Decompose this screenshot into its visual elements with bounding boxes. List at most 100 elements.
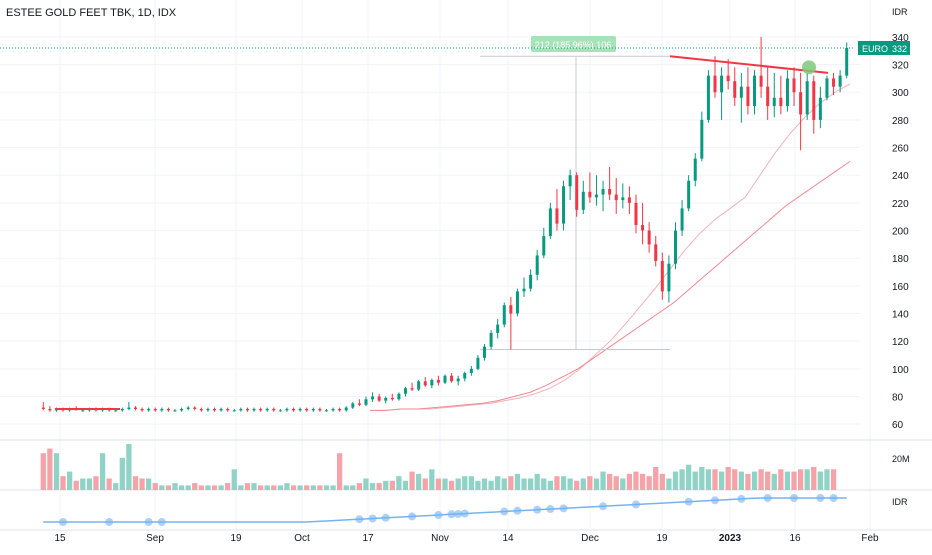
volume-bar bbox=[771, 473, 777, 490]
candle-body bbox=[390, 397, 394, 400]
obv-marker bbox=[599, 502, 608, 511]
candle-body bbox=[568, 175, 572, 187]
candle-body bbox=[272, 408, 276, 411]
volume-bar bbox=[462, 476, 468, 490]
candle-body bbox=[476, 357, 480, 369]
candle-body bbox=[193, 407, 197, 409]
volume-bar bbox=[178, 485, 185, 490]
obv-marker bbox=[59, 518, 68, 526]
volume-bar bbox=[797, 469, 804, 490]
x-tick-label: Nov bbox=[431, 533, 449, 544]
candle-body bbox=[285, 408, 289, 411]
candle-body bbox=[120, 408, 124, 411]
candle-body bbox=[502, 305, 506, 325]
y-tick-label: 120 bbox=[892, 337, 909, 348]
volume-bar bbox=[679, 469, 685, 490]
volume-bar bbox=[60, 476, 66, 490]
y-tick-label: 140 bbox=[892, 310, 909, 321]
candle-body bbox=[654, 244, 658, 261]
x-tick-label: 19 bbox=[230, 533, 242, 544]
candle-body bbox=[509, 305, 513, 314]
volume-bar bbox=[205, 485, 211, 490]
volume-bar bbox=[527, 478, 534, 490]
volume-bar bbox=[830, 469, 837, 490]
volume-bar bbox=[53, 453, 60, 490]
volume-bar bbox=[317, 485, 323, 490]
volume-bar bbox=[218, 485, 224, 490]
volume-bar bbox=[541, 478, 547, 490]
volume-bar bbox=[47, 448, 53, 490]
candle-body bbox=[153, 408, 157, 411]
obv-marker bbox=[144, 518, 153, 526]
candle-body bbox=[647, 230, 651, 245]
candle-body bbox=[805, 81, 809, 115]
volume-bar bbox=[442, 478, 448, 490]
candle-body bbox=[456, 378, 460, 382]
currency-label: IDR bbox=[892, 7, 908, 17]
volume-bar bbox=[495, 476, 501, 490]
volume-bar bbox=[119, 457, 125, 490]
y-tick-label: 260 bbox=[892, 144, 909, 155]
volume-bar bbox=[389, 480, 395, 490]
obv-marker bbox=[460, 509, 469, 518]
volume-bar bbox=[257, 485, 264, 490]
volume-bar bbox=[323, 485, 330, 490]
candle-body bbox=[232, 410, 236, 412]
volume-bar bbox=[396, 476, 402, 490]
candle-body bbox=[713, 75, 717, 93]
candle-body bbox=[825, 78, 829, 98]
candle-body bbox=[219, 408, 223, 411]
candle-body bbox=[410, 388, 414, 390]
volume-bar bbox=[192, 483, 198, 490]
volume-bar bbox=[165, 485, 172, 490]
obv-marker bbox=[500, 507, 509, 516]
volume-bar bbox=[620, 478, 626, 490]
candle-body bbox=[140, 408, 144, 411]
volume-bar bbox=[93, 476, 99, 490]
volume-bar bbox=[356, 483, 363, 490]
volume-bar bbox=[587, 476, 593, 490]
trendline bbox=[669, 55, 829, 74]
volume-bar bbox=[106, 478, 112, 490]
candle-body bbox=[581, 191, 585, 210]
volume-bar bbox=[422, 478, 428, 490]
candle-body bbox=[687, 180, 691, 209]
volume-bar bbox=[435, 478, 442, 490]
candle-body bbox=[331, 408, 335, 411]
candle-body bbox=[199, 408, 203, 411]
x-tick-label: Sep bbox=[146, 533, 164, 544]
candle-body bbox=[364, 399, 368, 405]
volume-bar bbox=[705, 469, 712, 490]
volume-bar bbox=[633, 471, 639, 490]
moving-average-slow bbox=[370, 160, 851, 411]
candle-body bbox=[180, 408, 184, 411]
volume-bar bbox=[369, 483, 376, 490]
volume-bar bbox=[86, 478, 93, 490]
volume-bar bbox=[508, 476, 514, 490]
volume-bar bbox=[264, 485, 270, 490]
obv-marker bbox=[559, 504, 568, 513]
volume-bar bbox=[778, 469, 784, 490]
volume-bar bbox=[784, 471, 791, 490]
candle-body bbox=[469, 368, 473, 373]
y-tick-label: 220 bbox=[892, 199, 909, 210]
y-tick-label: 200 bbox=[892, 227, 909, 238]
candle-body bbox=[812, 81, 816, 120]
volume-bar bbox=[132, 476, 139, 490]
volume-bar bbox=[817, 471, 823, 490]
candle-body bbox=[324, 410, 328, 412]
volume-bar bbox=[40, 453, 46, 490]
candle-body bbox=[344, 407, 348, 411]
volume-bar bbox=[225, 483, 231, 490]
volume-axis-label: 20M bbox=[892, 454, 910, 464]
volume-bar bbox=[159, 485, 165, 490]
candle-body bbox=[845, 47, 849, 76]
obv-marker bbox=[790, 494, 799, 502]
candle-body bbox=[206, 408, 210, 411]
price-badge-label: EURO bbox=[862, 44, 888, 54]
x-tick-label: Dec bbox=[581, 533, 599, 544]
volume-bar bbox=[376, 483, 382, 490]
candle-body bbox=[489, 332, 493, 347]
volume-bar bbox=[639, 473, 646, 490]
candle-body bbox=[706, 75, 710, 120]
